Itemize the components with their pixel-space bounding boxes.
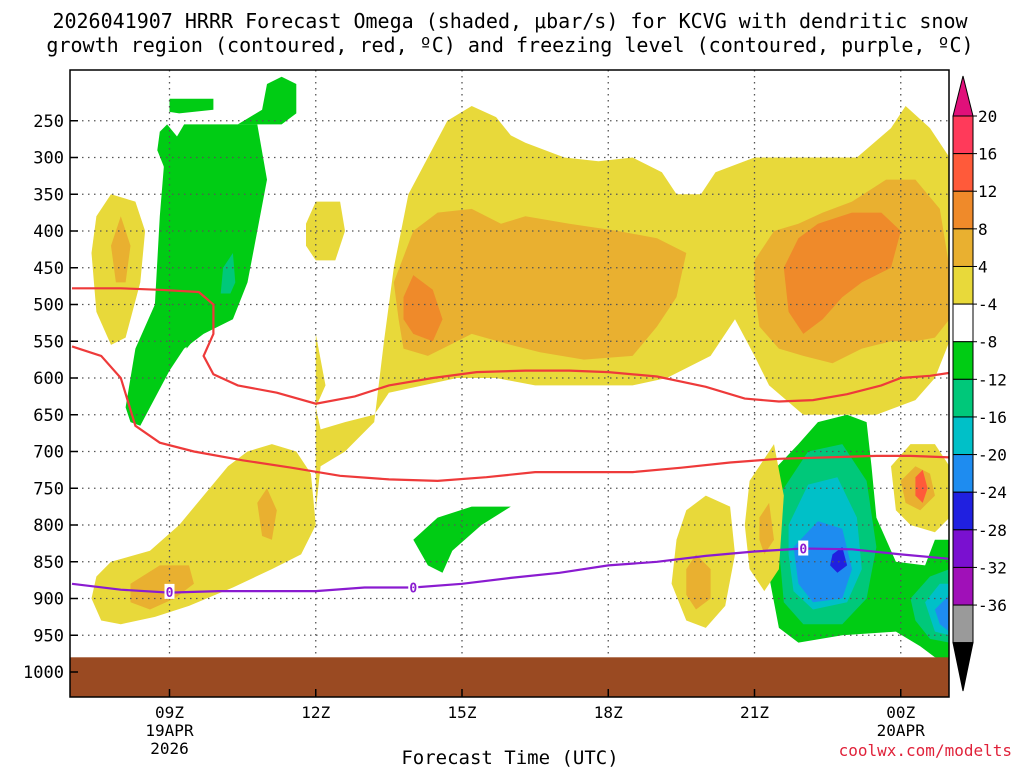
colorbar-label: -8 (978, 333, 997, 352)
colorbar-label: -24 (978, 483, 1007, 502)
colorbar-label: 4 (978, 257, 988, 276)
x-axis-title: Forecast Time (UTC) (401, 747, 618, 768)
omega-region-12 (403, 275, 443, 342)
omega-region--4 (169, 98, 214, 114)
y-tick-label: 350 (33, 185, 64, 205)
colorbar-bin (952, 341, 974, 380)
omega-region-8 (393, 208, 687, 360)
colorbar-top-arrow (952, 75, 974, 117)
y-tick-label: 1000 (23, 663, 64, 683)
colorbar-label: -12 (978, 370, 1007, 389)
freezing-label-bg (408, 579, 419, 595)
colorbar-bin (952, 265, 974, 305)
y-tick-label: 450 (33, 259, 64, 279)
colorbar-bin (952, 566, 974, 606)
y-tick-label: 400 (33, 222, 64, 242)
omega-region-8 (257, 488, 277, 540)
omega-region--20 (830, 547, 848, 573)
y-tick-label: 650 (33, 406, 64, 426)
colorbar-label: -36 (978, 596, 1007, 615)
colorbar-label: 8 (978, 220, 988, 239)
y-tick-label: 500 (33, 296, 64, 316)
omega-region--8 (220, 253, 236, 294)
omega-region-4 (91, 444, 316, 625)
y-axis-ticks: 250 300 350 400 450 500 550 600 650 700 750 800 850 9… (23, 112, 78, 683)
y-tick-label: 700 (33, 443, 64, 463)
omega-region-8 (111, 216, 131, 283)
freezing-label-bg (798, 540, 809, 556)
plot-frame (69, 69, 950, 698)
colorbar-bin (952, 454, 974, 493)
dgz-contour-line (71, 345, 950, 483)
colorbar-bin (952, 416, 974, 456)
freezing-level-label: 0 (409, 581, 417, 596)
colorbar-label: 12 (978, 182, 997, 201)
ground-below-surface (70, 657, 949, 697)
freezing-level-label: 0 (166, 586, 174, 601)
colorbar-label: -16 (978, 408, 1007, 427)
colorbar-bin (952, 115, 974, 155)
omega-region-4 (306, 201, 345, 261)
ground-layer (70, 657, 949, 697)
y-tick-label: 900 (33, 590, 64, 610)
colorbar-label: -32 (978, 558, 1007, 577)
colorbar-label: 16 (978, 145, 997, 164)
omega-region--16 (934, 594, 950, 632)
chart-title-line1: 2026041907 HRRR Forecast Omega (shaded, … (52, 9, 968, 33)
x-tick-label: 12Z (301, 703, 330, 722)
x-year-label: 2026 (150, 739, 189, 758)
x-tick-label: 21Z (740, 703, 769, 722)
y-tick-label: 250 (33, 112, 64, 132)
credit-text: coolwx.com/modelts (839, 741, 1012, 760)
colorbar-label: 20 (978, 107, 997, 126)
colorbar-bin (952, 378, 974, 418)
omega-region--4 (157, 124, 180, 169)
colorbar-bottom-arrow (952, 642, 974, 692)
colorbar-bin (952, 604, 974, 644)
y-tick-label: 800 (33, 516, 64, 536)
colorbar-bin (952, 491, 974, 531)
colorbar: 20 16 12 8 4 -4 -8 -12 -16 -20 -24 -28 -32 -36 (952, 75, 1007, 692)
x-tick-label: 00Z (886, 703, 915, 722)
freezing-level-label: 0 (799, 543, 807, 558)
x-tick-label: 09Z (155, 703, 184, 722)
dgz-contour-line (72, 287, 950, 405)
omega-region--4 (413, 506, 511, 573)
x-tick-label: 15Z (448, 703, 477, 722)
colorbar-label: -20 (978, 446, 1007, 465)
y-tick-label: 300 (33, 149, 64, 169)
omega-shading (91, 76, 950, 661)
x-date-label: 20APR (877, 721, 926, 740)
y-tick-label: 850 (33, 553, 64, 573)
y-tick-label: 550 (33, 332, 64, 352)
colorbar-label: -28 (978, 521, 1007, 540)
y-tick-label: 600 (33, 369, 64, 389)
chart-title-line2: growth region (contoured, red, ºC) and f… (46, 33, 973, 57)
colorbar-bin (952, 153, 974, 192)
colorbar-label: -4 (978, 295, 997, 314)
grid-lines (70, 70, 949, 658)
colorbar-bin (952, 303, 974, 343)
omega-region-8 (130, 565, 194, 610)
colorbar-bin (952, 529, 974, 568)
colorbar-bin (952, 190, 974, 230)
contour-lines: 0 0 0 (71, 287, 950, 601)
y-tick-label: 750 (33, 479, 64, 499)
x-date-label: 19APR (145, 721, 194, 740)
omega-region-8 (686, 554, 711, 610)
omega-region--4 (237, 76, 297, 125)
omega-region-16 (915, 469, 928, 503)
freezing-label-bg (164, 583, 175, 599)
y-tick-label: 950 (33, 626, 64, 646)
x-tick-label: 18Z (594, 703, 623, 722)
omega-region-8 (759, 502, 774, 555)
colorbar-bin (952, 228, 974, 267)
omega-region-12 (783, 212, 901, 334)
